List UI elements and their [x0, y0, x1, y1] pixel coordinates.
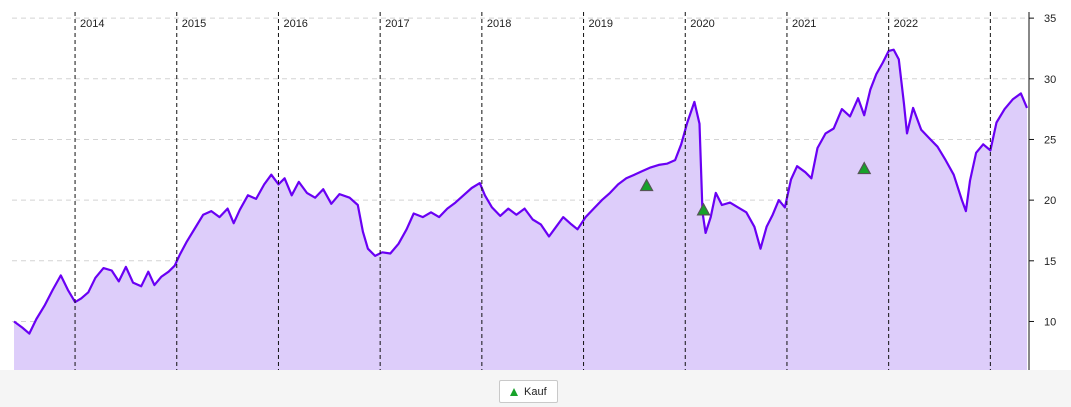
y-tick-label: 20: [1044, 195, 1056, 207]
chart-svg: 2014 2015 2016 2017 2018 2019 2020 2021 2022 10 15…: [12, 12, 1056, 370]
y-tick-label: 30: [1044, 74, 1056, 86]
series-area: [14, 49, 1027, 370]
buy-marker: [639, 178, 654, 192]
chart-area: 2014 2015 2016 2017 2018 2019 2020 2021 2022 10 15…: [12, 12, 1056, 370]
x-tick-label: 2014: [80, 18, 104, 30]
x-tick-label: 2021: [792, 18, 816, 30]
y-tick-label: 10: [1044, 316, 1056, 328]
buy-marker: [696, 202, 711, 216]
x-tick-label: 2019: [589, 18, 613, 30]
series-line: [13, 48, 1029, 335]
x-tick-label: 2022: [894, 18, 918, 30]
y-tick-label: 35: [1044, 13, 1056, 25]
legend-kauf[interactable]: Kauf: [499, 380, 558, 403]
x-tick-label: 2015: [182, 18, 206, 30]
y-tick-label: 15: [1044, 256, 1056, 268]
x-tick-label: 2016: [283, 18, 307, 30]
x-tick-label: 2020: [690, 18, 714, 30]
x-tick-label: 2018: [487, 18, 511, 30]
x-tick-label: 2017: [385, 18, 409, 30]
buy-marker: [857, 161, 872, 175]
legend-kauf-label: Kauf: [524, 385, 547, 398]
y-tick-label: 25: [1044, 134, 1056, 146]
triangle-up-icon: [510, 387, 518, 396]
